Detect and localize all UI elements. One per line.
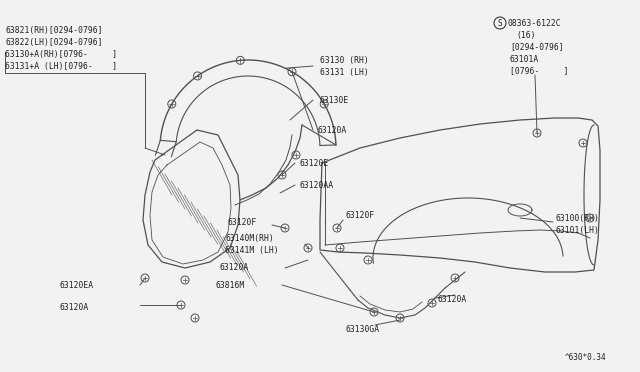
Text: 63141M (LH): 63141M (LH) xyxy=(225,246,278,254)
Text: 63822(LH)[0294-0796]: 63822(LH)[0294-0796] xyxy=(5,38,102,46)
Text: 63120E: 63120E xyxy=(300,158,329,167)
Text: ^630*0.34: ^630*0.34 xyxy=(565,353,607,362)
Text: 63100(RH): 63100(RH) xyxy=(555,214,599,222)
Text: S: S xyxy=(498,19,502,28)
Text: 63101A: 63101A xyxy=(510,55,540,64)
Text: 63131+A (LH)[0796-    ]: 63131+A (LH)[0796- ] xyxy=(5,61,117,71)
Text: 63101(LH): 63101(LH) xyxy=(555,225,599,234)
Text: 63816M: 63816M xyxy=(215,282,244,291)
Text: 63120F: 63120F xyxy=(228,218,257,227)
Text: 63140M(RH): 63140M(RH) xyxy=(225,234,274,243)
Text: 63130E: 63130E xyxy=(320,96,349,105)
Text: 63120AA: 63120AA xyxy=(300,180,334,189)
Text: [0796-     ]: [0796- ] xyxy=(510,67,568,76)
Text: 63120A: 63120A xyxy=(318,125,348,135)
Text: [0294-0796]: [0294-0796] xyxy=(510,42,564,51)
Text: 08363-6122C: 08363-6122C xyxy=(508,19,562,28)
Text: 63821(RH)[0294-0796]: 63821(RH)[0294-0796] xyxy=(5,26,102,35)
Text: 63120A: 63120A xyxy=(60,304,89,312)
Text: 63131 (LH): 63131 (LH) xyxy=(320,67,369,77)
Text: 63120A: 63120A xyxy=(220,263,249,273)
Text: 63120A: 63120A xyxy=(438,295,467,305)
Text: (16): (16) xyxy=(516,31,536,39)
Text: 63120EA: 63120EA xyxy=(60,280,94,289)
Text: 63130+A(RH)[0796-     ]: 63130+A(RH)[0796- ] xyxy=(5,49,117,58)
Text: 63130 (RH): 63130 (RH) xyxy=(320,55,369,64)
Text: 63130GA: 63130GA xyxy=(345,326,379,334)
Text: 63120F: 63120F xyxy=(345,211,374,219)
